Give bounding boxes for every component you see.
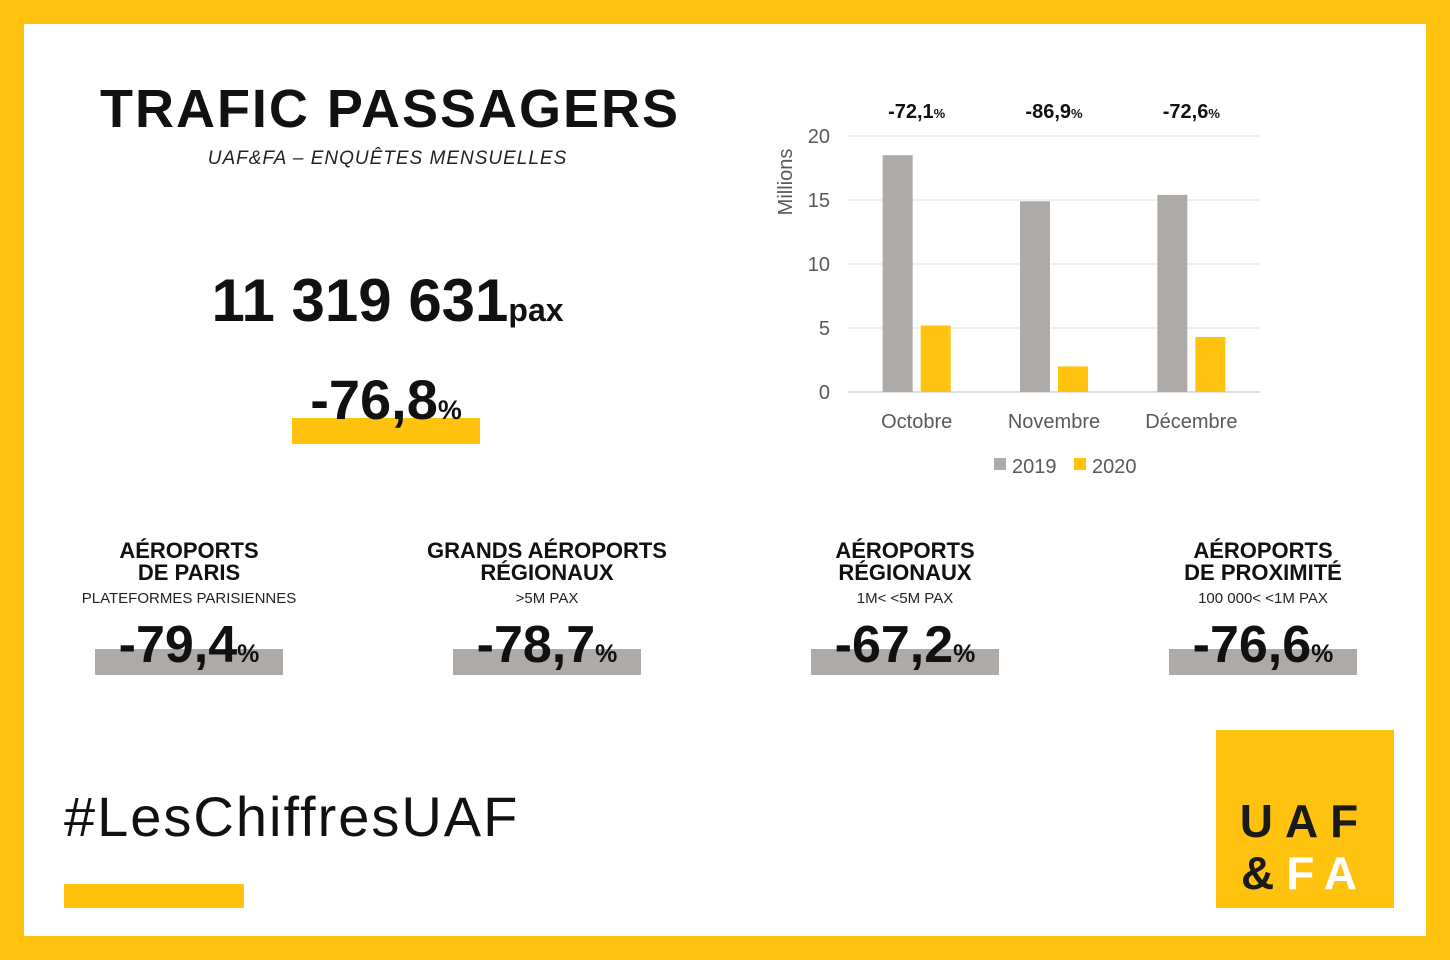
y-axis-label: Millions (775, 149, 797, 216)
logo-line1: UAF (1239, 795, 1371, 847)
change-label-value: -72,6 (1163, 101, 1209, 123)
category-desc: 100 000< <1M PAX (1198, 590, 1328, 607)
legend-swatch-2019 (994, 458, 1006, 470)
hashtag: #LesChiffresUAF (64, 785, 520, 848)
category-change: -67,2% (811, 615, 999, 675)
legend-label: 2019 (1012, 456, 1057, 478)
page-title: TRAFIC PASSAGERS (99, 79, 681, 139)
category-desc: >5M PAX (515, 590, 579, 607)
category-name-line1: AÉROPORTS (835, 538, 975, 563)
change-label-unit: % (1071, 106, 1083, 121)
bar-2019 (1157, 194, 1188, 392)
page-subtitle: UAF&FA – ENQUÊTES MENSUELLES (207, 148, 568, 169)
y-tick-label: 5 (819, 318, 830, 340)
category-change-value: -78,7 (476, 616, 596, 674)
category-name-line2: RÉGIONAUX (838, 560, 972, 585)
category-desc: PLATEFORMES PARISIENNES (81, 590, 297, 607)
category-change-value: -76,6 (1192, 616, 1312, 674)
change-label-value: -86,9 (1025, 101, 1071, 123)
y-tick-label: 20 (808, 126, 830, 148)
total-value: 11 319 631 (211, 267, 509, 334)
hashtag-underline (64, 884, 244, 908)
category-name-line1: AÉROPORTS (119, 538, 259, 563)
main-change-unit: % (437, 395, 462, 425)
total-unit: pax (508, 292, 564, 328)
main-change: -76,8% (292, 368, 480, 444)
monthly-traffic-chart: 0 5 10 15 20 Millions Octobre -72,1% Novembre -86… (775, 101, 1260, 478)
logo-ampersand: & (1240, 847, 1287, 899)
total-passengers: 11 319 631pax (60, 266, 715, 335)
category-name-line2: DE PARIS (137, 560, 241, 585)
change-label-unit: % (1208, 106, 1220, 121)
category-paris: AÉROPORTS DE PARIS PLATEFORMES PARISIENN… (34, 540, 344, 675)
category-change: -76,6% (1169, 615, 1357, 675)
y-tick-label: 0 (819, 382, 830, 404)
category-change-value: -67,2 (834, 616, 954, 674)
category-change-unit: % (953, 640, 976, 668)
y-tick-label: 10 (808, 254, 830, 276)
category-change-unit: % (1311, 640, 1334, 668)
change-label-unit: % (934, 106, 946, 121)
x-tick-label: Novembre (1008, 411, 1100, 433)
uaf-logo: UAF &FA (1216, 730, 1394, 908)
change-label: -72,1% (888, 101, 946, 123)
category-change-highlight (95, 649, 283, 675)
x-tick-label: Octobre (881, 411, 952, 433)
bar-2020 (1195, 336, 1226, 392)
change-label: -86,9% (1025, 101, 1083, 123)
logo-line2: &FA (1216, 846, 1394, 900)
y-tick-label: 15 (808, 190, 830, 212)
category-change-highlight (1169, 649, 1357, 675)
category-change: -78,7% (453, 615, 641, 675)
category-name-line1: GRANDS AÉROPORTS (427, 538, 667, 563)
legend-swatch-2020 (1074, 458, 1086, 470)
legend-label: 2020 (1092, 456, 1137, 478)
category-proximite: AÉROPORTS DE PROXIMITÉ 100 000< <1M PAX … (1108, 540, 1418, 675)
category-change-highlight (811, 649, 999, 675)
category-desc: 1M< <5M PAX (856, 590, 954, 607)
change-label: -72,6% (1163, 101, 1221, 123)
category-change-value: -79,4 (118, 616, 238, 674)
category-grands-regionaux: GRANDS AÉROPORTS RÉGIONAUX >5M PAX -78,7… (392, 540, 702, 675)
category-regionaux: AÉROPORTS RÉGIONAUX 1M< <5M PAX -67,2% (750, 540, 1060, 675)
category-change: -79,4% (95, 615, 283, 675)
change-label-value: -72,1 (888, 101, 934, 123)
main-change-value: -76,8 (310, 368, 438, 431)
category-name-line2: DE PROXIMITÉ (1184, 560, 1342, 585)
bar-2019 (1020, 201, 1050, 392)
category-change-highlight (453, 649, 641, 675)
bar-2020 (920, 325, 951, 392)
bar-2020 (1058, 366, 1088, 392)
logo-line2-text: FA (1286, 847, 1369, 899)
bar-2019 (882, 155, 913, 392)
category-name-line1: AÉROPORTS (1193, 538, 1333, 563)
category-change-unit: % (237, 640, 260, 668)
x-tick-label: Décembre (1145, 411, 1237, 433)
main-change-highlight (292, 418, 480, 444)
category-name-line2: RÉGIONAUX (480, 560, 614, 585)
category-change-unit: % (595, 640, 618, 668)
